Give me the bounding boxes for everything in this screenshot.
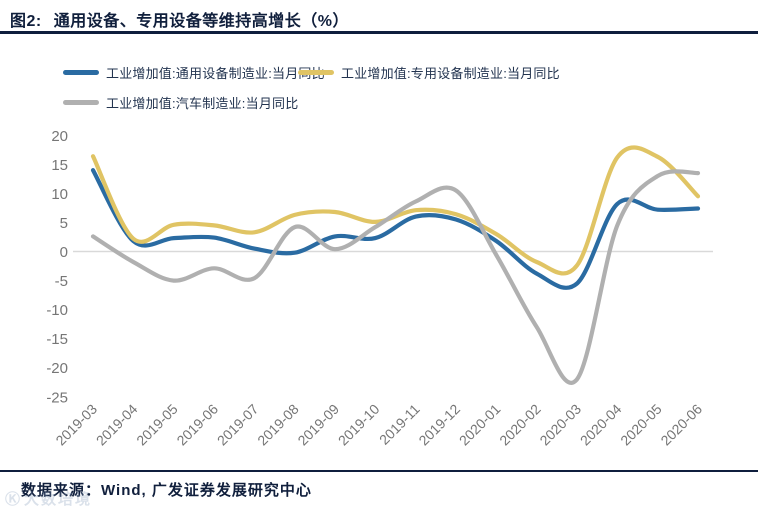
footer-divider — [0, 470, 758, 472]
legend-item-automobile: 工业增加值:汽车制造业:当月同比 — [63, 93, 298, 111]
x-axis-tick-label: 2019-11 — [376, 401, 423, 448]
legend-label: 工业增加值:专用设备制造业:当月同比 — [341, 65, 560, 81]
x-axis-tick-label: 2019-03 — [52, 401, 100, 449]
y-axis-tick-label: 10 — [51, 186, 68, 203]
x-axis-tick-label: 2020-01 — [456, 401, 504, 449]
figure-title-text: 通用设备、专用设备等维持高增长（%） — [53, 13, 349, 30]
y-axis-tick-label: -5 — [55, 273, 68, 290]
series-line-special-equipment — [90, 145, 701, 276]
legend-item-general-equipment: 工业增加值:通用设备制造业:当月同比 — [63, 63, 325, 81]
y-axis-tick-label: 5 — [60, 215, 68, 232]
y-axis-tick-label: 0 — [60, 244, 68, 261]
x-axis-tick-label: 2019-09 — [294, 401, 342, 449]
y-axis-tick-label: 20 — [51, 128, 68, 145]
x-axis-tick-label: 2020-03 — [536, 401, 584, 449]
x-axis-tick-label: 2020-06 — [657, 401, 705, 449]
legend-row-1: 工业增加值:通用设备制造业:当月同比 工业增加值:专用设备制造业:当月同比 — [0, 63, 758, 81]
y-axis-tick-label: -15 — [46, 331, 68, 348]
legend-row-2: 工业增加值:汽车制造业:当月同比 — [0, 93, 758, 111]
x-axis-tick-label: 2019-05 — [133, 401, 181, 449]
legend-label: 工业增加值:通用设备制造业:当月同比 — [106, 65, 325, 81]
y-axis-tick-label: -10 — [46, 302, 68, 319]
legend-label: 工业增加值:汽车制造业:当月同比 — [106, 95, 299, 111]
data-source-note: 数据来源：Wind, 广发证券发展研究中心 — [21, 482, 312, 499]
x-axis-tick-label: 2019-07 — [214, 401, 262, 449]
legend-swatch-gray-line — [63, 99, 99, 105]
legend-swatch-blue-line — [63, 69, 99, 75]
x-axis-tick-label: 2019-12 — [415, 401, 463, 449]
x-axis-tick-label: 2019-10 — [335, 401, 383, 449]
x-axis-tick-label: 2019-04 — [93, 401, 141, 449]
series-line-general-equipment — [90, 168, 701, 290]
legend-item-special-equipment: 工业增加值:专用设备制造业:当月同比 — [298, 63, 560, 81]
legend-swatch-yellow-line — [298, 69, 334, 75]
y-axis-tick-label: -20 — [46, 360, 68, 377]
x-axis-tick-label: 2020-02 — [496, 401, 544, 449]
x-axis-tick-label: 2020-04 — [577, 401, 625, 449]
figure-title: 图2: 通用设备、专用设备等维持高增长（%） — [10, 7, 349, 31]
title-divider — [0, 31, 758, 34]
y-axis-tick-label: 15 — [51, 157, 68, 174]
x-axis-tick-label: 2020-05 — [617, 401, 665, 449]
series-line-automobile — [90, 169, 701, 385]
x-axis-tick-label: 2019-06 — [173, 401, 221, 449]
y-axis-tick-label: -25 — [46, 389, 68, 406]
figure-number: 图2: — [10, 13, 42, 30]
x-axis-tick-label: 2019-08 — [254, 401, 302, 449]
